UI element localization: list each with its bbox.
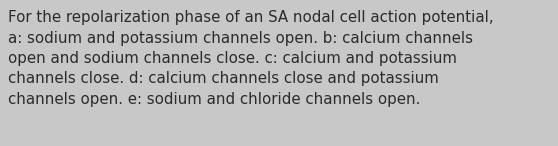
Text: For the repolarization phase of an SA nodal cell action potential,
a: sodium and: For the repolarization phase of an SA no…: [8, 10, 494, 107]
